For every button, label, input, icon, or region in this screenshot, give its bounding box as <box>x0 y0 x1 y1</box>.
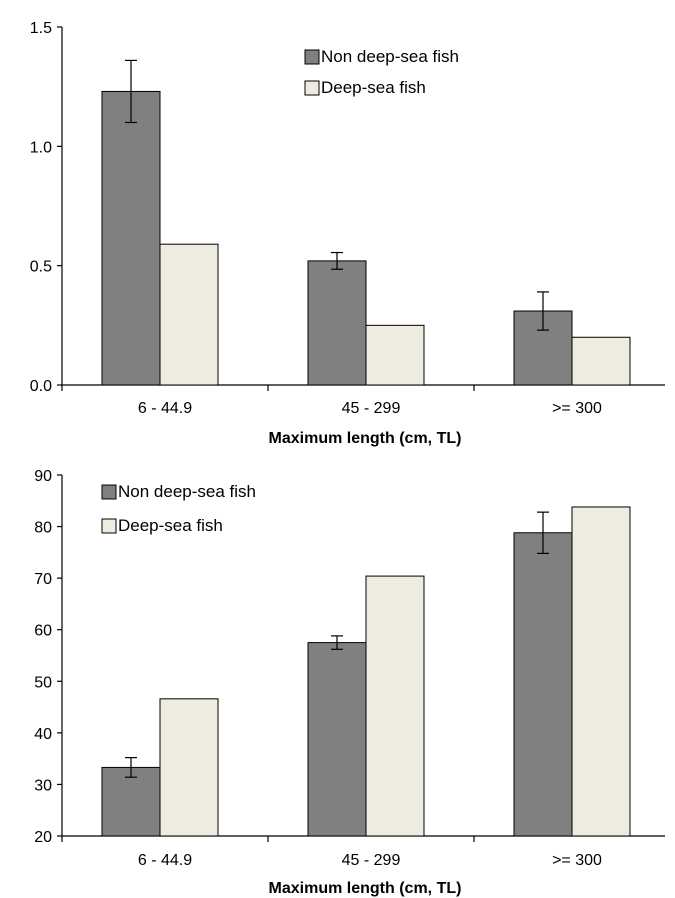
bar-non-deep-sea <box>307 642 367 837</box>
error-bar <box>537 511 549 554</box>
x-tick-label: >= 300 <box>552 852 602 869</box>
y-tick-label: 0.0 <box>30 378 52 395</box>
bar-deep-sea <box>571 506 631 837</box>
legend-label: Deep-sea fish <box>118 516 223 535</box>
y-tick-label: 60 <box>34 623 52 640</box>
x-axis-title: Maximum length (cm, TL) <box>269 880 462 897</box>
y-tick-label: 20 <box>34 829 52 846</box>
x-tick-label: 45 - 299 <box>342 852 401 869</box>
y-tick-label: 50 <box>34 674 52 691</box>
legend-label: Non deep-sea fish <box>118 482 256 501</box>
error-bar <box>125 757 137 778</box>
bar-deep-sea <box>365 575 425 837</box>
x-axis-title: Maximum length (cm, TL) <box>269 430 462 447</box>
error-bar <box>331 251 343 270</box>
x-tick-label: 6 - 44.9 <box>138 852 192 869</box>
bar-deep-sea <box>159 243 219 386</box>
y-tick-label: 30 <box>34 777 52 794</box>
y-tick-label: 40 <box>34 726 52 743</box>
legend-label: Deep-sea fish <box>321 78 426 97</box>
y-tick-label: 80 <box>34 520 52 537</box>
bar-non-deep-sea <box>307 260 367 386</box>
y-tick-label: 0.5 <box>30 259 52 276</box>
legend-swatch <box>101 518 117 534</box>
bar-deep-sea <box>159 698 219 837</box>
y-tick-label: 1.0 <box>30 139 52 156</box>
legend-swatch <box>304 80 320 96</box>
error-bar <box>331 635 343 650</box>
x-tick-label: 6 - 44.9 <box>138 400 192 417</box>
bar-deep-sea <box>365 324 425 386</box>
y-tick-label: 90 <box>34 468 52 485</box>
error-bar <box>125 59 137 124</box>
x-tick-label: >= 300 <box>552 400 602 417</box>
y-tick-label: 70 <box>34 571 52 588</box>
bar-non-deep-sea <box>101 90 161 386</box>
legend-label: Non deep-sea fish <box>321 47 459 66</box>
bar-deep-sea <box>571 336 631 386</box>
chart-bottom: 20 30 40 50 60 70 80 90 6 - 44.9 45 - 299 >= 300 No… <box>34 468 665 897</box>
legend-swatch <box>101 484 117 500</box>
y-tick-label: 1.5 <box>30 20 52 37</box>
error-bar <box>537 291 549 331</box>
x-tick-label: 45 - 299 <box>342 400 401 417</box>
chart-top: 0.0 0.5 1.0 1.5 6 - 44.9 45 - 299 >= 300 Non de… <box>30 20 665 447</box>
legend-swatch <box>304 49 320 65</box>
bar-non-deep-sea <box>513 532 573 837</box>
